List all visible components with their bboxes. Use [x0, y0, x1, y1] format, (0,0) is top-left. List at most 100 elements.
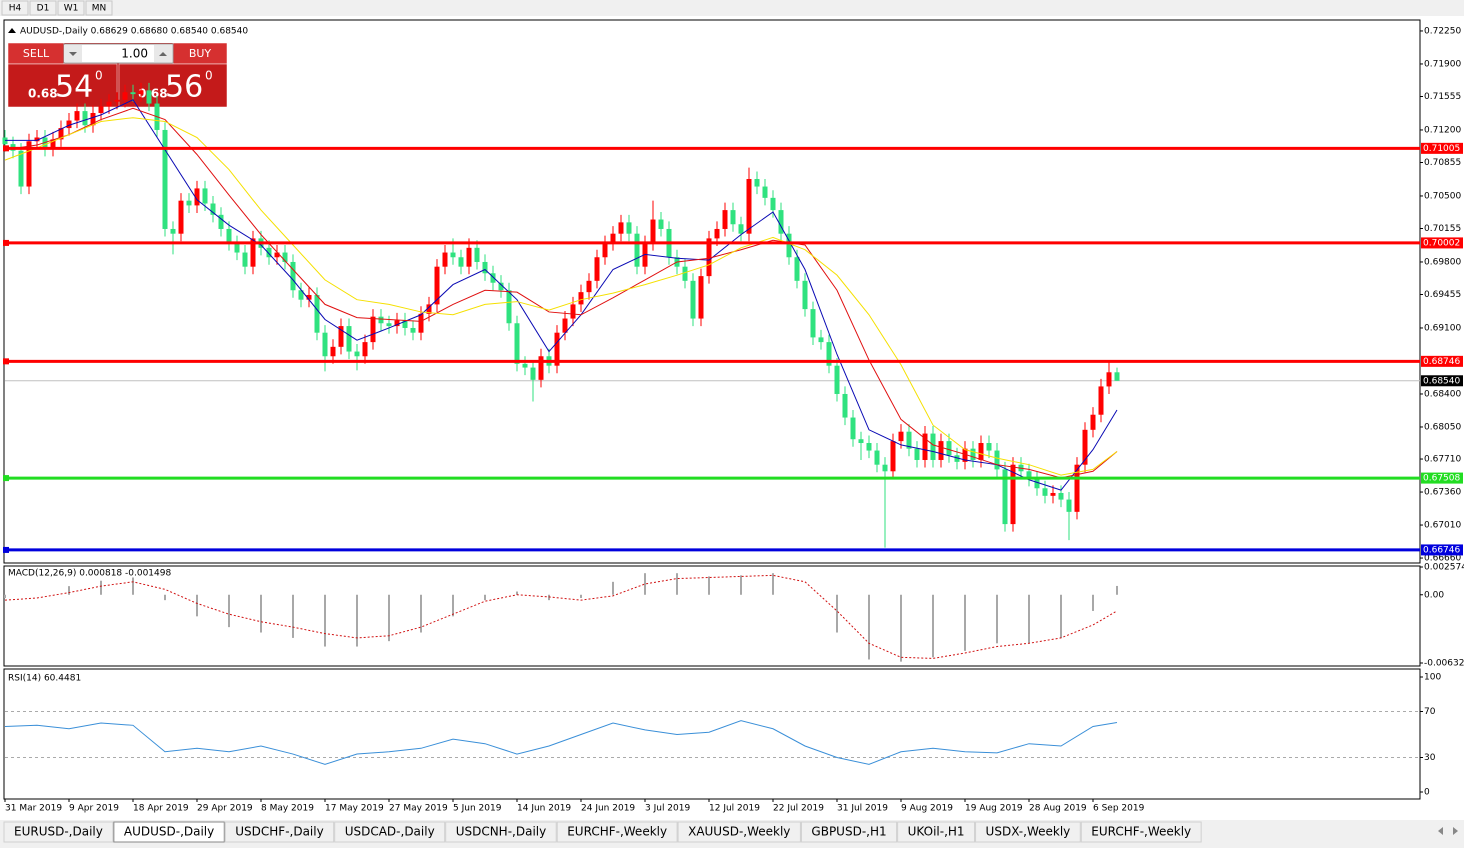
y-tick-label: 0.67710	[1424, 455, 1461, 465]
tab[interactable]	[334, 821, 446, 843]
candle-body	[874, 450, 880, 465]
tab-scroll-right[interactable]	[1453, 827, 1458, 835]
candle-body	[474, 247, 480, 262]
candle-body	[946, 441, 952, 456]
tab[interactable]	[975, 821, 1081, 843]
candle-body	[242, 252, 248, 267]
level-label-box	[1421, 142, 1463, 154]
candle-body	[1050, 492, 1056, 496]
y-tick-label: 0.68400	[1424, 389, 1461, 399]
tab[interactable]	[1080, 821, 1202, 843]
up-arrow	[159, 52, 167, 56]
candle-body	[210, 203, 216, 215]
candle-body	[98, 106, 104, 113]
candle-body	[410, 327, 416, 333]
candle-body	[74, 111, 80, 121]
tab[interactable]	[445, 821, 557, 843]
candle-body	[970, 448, 976, 460]
candle-body	[1034, 478, 1040, 489]
candle-body	[106, 101, 112, 107]
candle-body	[1010, 464, 1016, 525]
buy-price-box[interactable]	[118, 63, 228, 108]
grid	[4, 30, 1423, 802]
tab[interactable]	[3, 821, 114, 843]
candle-body	[610, 233, 616, 244]
candle-body	[1066, 499, 1072, 512]
candle-body	[594, 257, 600, 281]
y-tick-label: 0.67010	[1424, 521, 1461, 531]
candle-body	[786, 233, 792, 258]
level-handle	[3, 475, 9, 482]
sell-price-box[interactable]	[7, 63, 118, 108]
candle-body	[490, 273, 496, 283]
level-label: 0.70002	[1423, 238, 1460, 248]
candle-body	[1058, 492, 1064, 500]
level-label: 0.67508	[1423, 474, 1460, 484]
candle-body	[354, 351, 360, 357]
tab[interactable]	[800, 821, 898, 843]
level-label-box	[1421, 237, 1463, 249]
level-label: 0.68746	[1423, 357, 1460, 367]
y-tick-label: 0.66660	[1424, 554, 1461, 564]
chart-title: AUDUSD-,Daily 0.68629 0.68680 0.68540 0.…	[20, 27, 248, 37]
timeframe-button[interactable]	[85, 0, 113, 16]
tab[interactable]	[113, 821, 225, 843]
timeframe-label: MN	[92, 4, 107, 14]
candle-body	[770, 197, 776, 211]
candle-body	[954, 455, 960, 462]
level-handle	[3, 239, 9, 246]
candle-body	[266, 247, 272, 258]
candle-body	[1042, 488, 1048, 496]
candle-body	[90, 112, 96, 126]
tab[interactable]	[224, 821, 335, 843]
candle-body	[994, 450, 1000, 470]
sell-price-main: 54	[55, 70, 93, 105]
x-tick-label: 9 Aug 2019	[901, 804, 953, 814]
candle-body	[538, 356, 544, 380]
y-tick-label: 0.71555	[1424, 92, 1461, 102]
timeframe-button[interactable]	[57, 0, 85, 16]
candle-body	[138, 90, 144, 95]
candle-body	[178, 200, 184, 234]
sell-price-sup: 0	[95, 69, 103, 83]
candle-body	[530, 367, 536, 380]
tab[interactable]	[677, 821, 801, 843]
candle-body	[882, 464, 888, 472]
moving-average	[5, 99, 1118, 491]
candle-body	[26, 141, 32, 187]
candle-body	[466, 247, 472, 267]
candle-body	[802, 280, 808, 310]
candle-body	[698, 276, 704, 319]
buy-price-main: 56	[165, 70, 203, 105]
timeframe-button[interactable]	[29, 0, 57, 16]
candle-body	[418, 313, 424, 333]
candle-body	[626, 222, 632, 234]
tab-scroll-left[interactable]	[1438, 827, 1443, 835]
tab[interactable]	[556, 821, 678, 843]
current-price-box	[1421, 375, 1463, 387]
candle-body	[1098, 386, 1104, 415]
candle-body	[450, 252, 456, 258]
candle-body	[402, 320, 408, 328]
tab[interactable]	[897, 821, 976, 843]
tab-label: EURCHF-,Weekly	[567, 825, 667, 839]
candle-body	[1114, 372, 1120, 381]
y-tick-label: 0.71200	[1424, 125, 1461, 135]
candle-body	[1002, 469, 1008, 525]
candle-body	[378, 316, 384, 324]
candle-body	[186, 200, 192, 206]
candle-body	[1082, 429, 1088, 465]
tab-label: USDCNH-,Daily	[456, 825, 547, 839]
candle-body	[930, 433, 936, 460]
candle-body	[170, 228, 176, 234]
sell-price-big: 0.68	[28, 87, 58, 101]
candle-body	[82, 111, 88, 126]
rsi-line	[4, 720, 1118, 765]
candle-body	[218, 214, 224, 229]
y-tick-label: -0.006326	[1424, 659, 1464, 669]
candle-body	[122, 92, 128, 100]
main-panel	[3, 19, 1421, 564]
timeframe-button[interactable]	[1, 0, 29, 16]
level-label: 0.66746	[1423, 545, 1460, 555]
